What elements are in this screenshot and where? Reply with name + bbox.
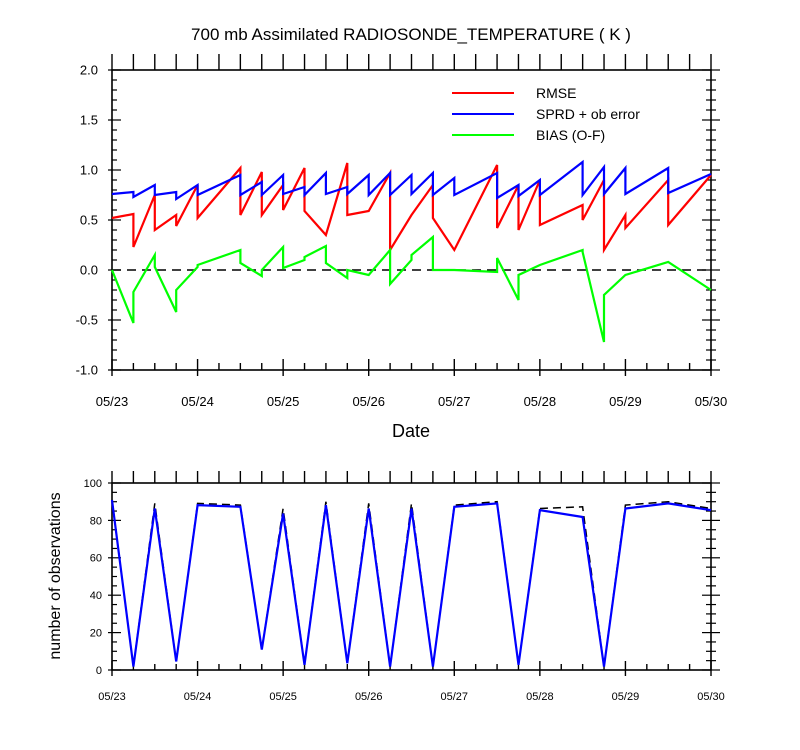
- series-line-used-observations: [110, 499, 712, 667]
- series-line-rmse: [111, 162, 712, 254]
- x-tick-label: 05/24: [184, 691, 212, 703]
- series-line-sprd-ob-error: [111, 159, 712, 202]
- y-tick-label: 2.0: [80, 63, 98, 78]
- x-tick-label: 05/25: [269, 691, 297, 703]
- x-tick-label: 05/30: [697, 691, 725, 703]
- legend-label-sprd-ob-error: SPRD + ob error: [536, 106, 640, 122]
- x-tick-label: 05/23: [98, 691, 126, 703]
- x-tick-label: 05/28: [526, 691, 554, 703]
- y-tick-label: 60: [90, 553, 102, 565]
- x-tick-label: 05/27: [438, 394, 471, 409]
- x-tick-label: 05/25: [267, 394, 300, 409]
- legend-label-bias-o-f: BIAS (O-F): [536, 127, 605, 143]
- x-tick-label: 05/29: [609, 394, 642, 409]
- y-tick-label: 20: [90, 627, 102, 639]
- bottom-chart: 05/23 05/24 05/25 05/26 05/27 05/28 05/29 05/30…: [47, 471, 725, 703]
- series-line-bias-o-f: [110, 234, 712, 343]
- x-axis-label: Date: [392, 421, 430, 441]
- y-tick-label: 40: [90, 590, 102, 602]
- x-tick-label: 05/26: [352, 394, 385, 409]
- x-tick-label: 05/30: [695, 394, 728, 409]
- y-tick-label: 100: [84, 478, 102, 490]
- y-tick-label: -0.5: [76, 313, 98, 328]
- y-axis-label: number of observations: [47, 492, 64, 659]
- y-tick-label: 0: [96, 665, 102, 677]
- x-tick-label: 05/28: [524, 394, 557, 409]
- top-chart: 700 mb Assimilated RADIOSONDE_TEMPERATUR…: [76, 25, 728, 441]
- x-tick-label: 05/23: [96, 394, 129, 409]
- x-tick-label: 05/24: [181, 394, 214, 409]
- x-tick-label: 05/29: [612, 691, 640, 703]
- y-tick-label: 0.0: [80, 263, 98, 278]
- y-tick-label: 0.5: [80, 213, 98, 228]
- y-tick-label: 1.5: [80, 113, 98, 128]
- x-tick-label: 05/27: [441, 691, 469, 703]
- y-tick-label: 1.0: [80, 163, 98, 178]
- y-tick-label: 80: [90, 515, 102, 527]
- chart-title: 700 mb Assimilated RADIOSONDE_TEMPERATUR…: [191, 25, 631, 44]
- y-tick-label: -1.0: [76, 363, 98, 378]
- x-tick-label: 05/26: [355, 691, 383, 703]
- series-line-total-observations: [111, 499, 712, 667]
- legend-label-rmse: RMSE: [536, 85, 576, 101]
